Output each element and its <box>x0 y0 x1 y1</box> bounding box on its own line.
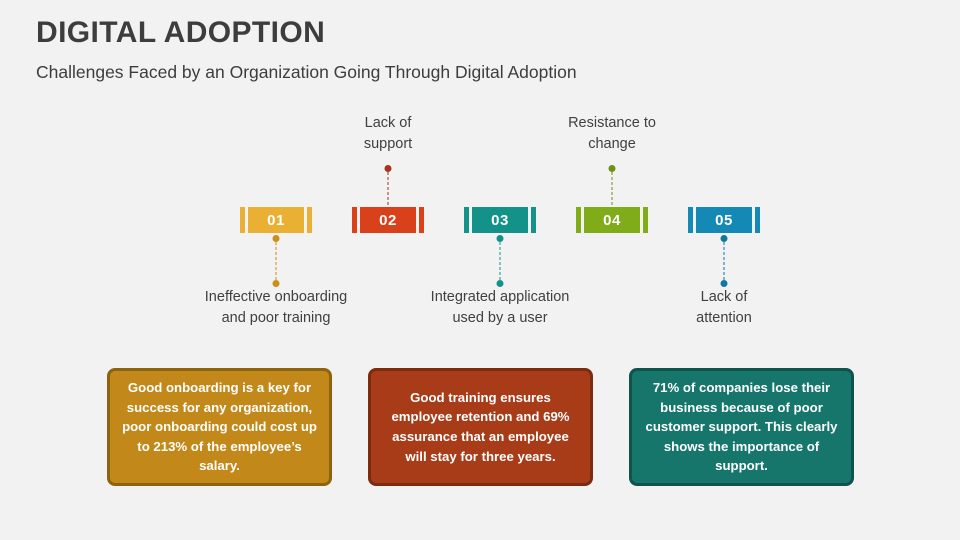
connector-dashed-line <box>499 242 501 280</box>
timeline-step-label-line: Resistance to <box>568 115 656 131</box>
marker-number-block: 03 <box>472 207 528 233</box>
marker-number-block: 01 <box>248 207 304 233</box>
marker-number-block: 04 <box>584 207 640 233</box>
timeline-step-label-line: Ineffective onboarding <box>204 289 348 305</box>
timeline-step[interactable]: Resistance to change 04 <box>512 105 712 340</box>
timeline-step-label: Resistance to change <box>512 113 712 154</box>
timeline-step-label: Lack of attention <box>624 287 824 328</box>
timeline-connector <box>270 235 283 287</box>
marker-tick-right <box>643 207 648 233</box>
connector-dashed-line <box>387 172 389 210</box>
marker-number-block: 02 <box>360 207 416 233</box>
timeline-step-label-line: Lack of <box>700 289 748 305</box>
fact-card[interactable]: 71% of companies lose their business bec… <box>629 368 854 486</box>
connector-dot-icon <box>384 165 392 172</box>
connector-dashed-line <box>723 242 725 280</box>
marker-tick-left <box>240 207 245 233</box>
timeline-step[interactable]: Integrated application used by a user 03 <box>400 105 600 340</box>
timeline-step-label: Lack of support <box>288 113 488 154</box>
fact-card-text: Good training ensures employee retention… <box>391 389 570 464</box>
timeline-step-label-line: change <box>588 135 636 152</box>
marker-tick-left <box>352 207 357 233</box>
fact-card[interactable]: Good training ensures employee retention… <box>368 368 593 486</box>
marker-tick-right <box>419 207 424 233</box>
timeline-step[interactable]: Lack of support 02 <box>288 105 488 340</box>
timeline-step-label: Ineffective onboarding and poor training <box>176 287 376 328</box>
timeline: Ineffective onboarding and poor training 0… <box>0 105 960 340</box>
timeline-step-marker[interactable]: 04 <box>576 207 648 233</box>
fact-card-list: Good onboarding is a key for success for… <box>0 368 960 492</box>
timeline-step-marker[interactable]: 01 <box>240 207 312 233</box>
connector-dot-icon <box>272 280 280 287</box>
connector-dashed-line <box>275 242 277 280</box>
timeline-step-marker[interactable]: 05 <box>688 207 760 233</box>
marker-tick-left <box>576 207 581 233</box>
fact-card[interactable]: Good onboarding is a key for success for… <box>107 368 332 486</box>
marker-tick-right <box>755 207 760 233</box>
fact-card-text: 71% of companies lose their business bec… <box>645 380 838 474</box>
timeline-step-label-line: Lack of <box>364 115 412 131</box>
marker-tick-left <box>688 207 693 233</box>
marker-number: 02 <box>379 211 397 229</box>
marker-number: 04 <box>603 211 621 229</box>
timeline-step-label: Integrated application used by a user <box>400 287 600 328</box>
connector-dot-icon <box>720 280 728 287</box>
page-title: DIGITAL ADOPTION <box>36 16 326 49</box>
timeline-step-label-line: used by a user <box>452 309 548 326</box>
timeline-step[interactable]: Ineffective onboarding and poor training 0… <box>176 105 376 340</box>
timeline-step-label-line: and poor training <box>221 309 331 326</box>
timeline-step-label-line: attention <box>696 309 752 326</box>
connector-dot-icon <box>608 165 616 172</box>
marker-number: 01 <box>267 211 285 229</box>
marker-number: 03 <box>491 211 509 229</box>
marker-tick-right <box>307 207 312 233</box>
timeline-step-marker[interactable]: 02 <box>352 207 424 233</box>
connector-dashed-line <box>611 172 613 210</box>
timeline-step[interactable]: Lack of attention 05 <box>624 105 824 340</box>
connector-dot-icon <box>496 235 504 242</box>
slide-header: DIGITAL ADOPTION Challenges Faced by an … <box>36 16 926 82</box>
marker-number-block: 05 <box>696 207 752 233</box>
timeline-connector <box>494 235 507 287</box>
timeline-step-marker[interactable]: 03 <box>464 207 536 233</box>
connector-dot-icon <box>720 235 728 242</box>
marker-tick-left <box>464 207 469 233</box>
fact-card-text: Good onboarding is a key for success for… <box>122 380 317 474</box>
timeline-connector <box>718 235 731 287</box>
timeline-step-label-line: Integrated application <box>430 289 570 305</box>
marker-tick-right <box>531 207 536 233</box>
connector-dot-icon <box>272 235 280 242</box>
marker-number: 05 <box>715 211 733 229</box>
connector-dot-icon <box>496 280 504 287</box>
page-subtitle: Challenges Faced by an Organization Goin… <box>36 62 577 82</box>
timeline-step-label-line: support <box>363 135 413 152</box>
